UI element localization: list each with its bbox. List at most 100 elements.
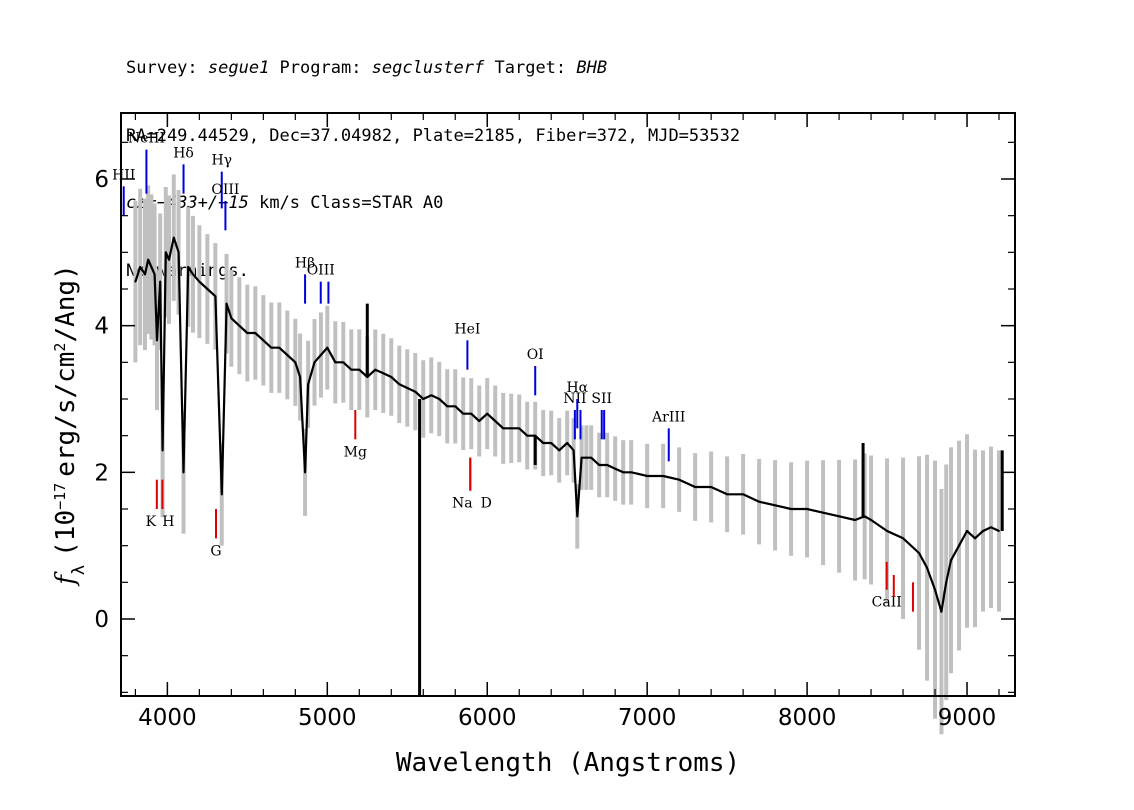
flux-point (966, 530, 968, 532)
y-tick-label: 0 (94, 607, 109, 633)
flux-point (230, 317, 233, 320)
flux-point (606, 464, 609, 466)
flux-point (630, 471, 633, 474)
flux-point (580, 456, 583, 459)
flux-point (422, 398, 425, 400)
flux-point (454, 405, 457, 408)
flux-point (374, 368, 377, 371)
flux-point (622, 471, 625, 474)
x-axis-title: Wavelength (Angstroms) (396, 748, 740, 778)
program-label: Program: (269, 58, 372, 78)
y-tick-label: 6 (94, 167, 109, 193)
flux-point (220, 493, 223, 496)
absorption-line-label: K (146, 514, 157, 530)
flux-point (806, 508, 808, 510)
flux-point (678, 478, 681, 481)
absorption-line-label: Mg (344, 444, 367, 460)
flux-point (206, 288, 209, 290)
flux-point (566, 442, 569, 444)
emission-line-label: HeI (454, 321, 480, 337)
flux-point (598, 464, 601, 466)
flux-point (182, 471, 185, 474)
header-coordinates-line: RA=249.44529, Dec=37.04982, Plate=2185, … (126, 125, 741, 146)
flux-point (662, 475, 665, 477)
flux-point (945, 581, 948, 584)
flux-point (278, 346, 281, 349)
flux-point (526, 434, 529, 437)
flux-point (192, 273, 194, 276)
absorption-line-label: CaII (872, 595, 902, 611)
flux-point (150, 266, 153, 268)
flux-point (299, 376, 302, 378)
flux-point (590, 456, 593, 459)
flux-point (307, 383, 310, 386)
flux-point (168, 258, 170, 261)
flux-point (214, 295, 217, 298)
flux-point (398, 383, 401, 386)
flux-point (934, 588, 936, 591)
flux-point (486, 412, 489, 415)
flux-point (144, 273, 146, 276)
flux-point (470, 412, 473, 415)
flux-spikes (365, 303, 1004, 696)
spectrum-header: Survey: segue1 Program: segclusterf Targ… (126, 12, 740, 305)
y-tick-label: 4 (94, 314, 109, 340)
flux-point (238, 324, 241, 327)
absorption-line-label: Na (452, 496, 473, 512)
target-value: BHB (576, 58, 608, 78)
emission-line-label: Hα (566, 380, 588, 396)
flux-point (510, 427, 513, 430)
absorption-line-label: G (210, 543, 221, 559)
flux-point (742, 493, 745, 496)
emission-line-label: ArIII (651, 409, 685, 425)
flux-point (790, 508, 793, 510)
flux-point (294, 361, 297, 364)
emission-line-label: NeIII (128, 131, 165, 147)
flux-point (950, 559, 952, 562)
flux-point (390, 376, 393, 378)
flux-point (822, 511, 824, 514)
flux-point (134, 280, 137, 283)
noise-band (133, 174, 1002, 735)
y-tick-label: 2 (94, 460, 109, 486)
flux-point (358, 368, 361, 371)
flux-point (262, 339, 265, 342)
emission-line-label: HII (112, 167, 135, 183)
flux-point (161, 449, 164, 452)
flux-point (313, 361, 316, 364)
flux-point (572, 449, 575, 452)
flux-point (430, 394, 433, 397)
flux-point (886, 530, 888, 532)
class-text: km/s Class=STAR A0 (248, 193, 444, 213)
flux-point (758, 500, 761, 503)
flux-point (576, 515, 579, 518)
flux-point (478, 420, 481, 422)
flux-point (494, 420, 497, 422)
emission-line-label: OI (527, 347, 544, 363)
flux-point (518, 427, 521, 430)
header-survey-line: Survey: segue1 Program: segclusterf Targ… (126, 57, 740, 80)
flux-point (558, 449, 561, 452)
flux-point (177, 251, 180, 254)
flux-point (774, 504, 777, 507)
survey-label: Survey: (126, 58, 208, 78)
flux-point (854, 519, 856, 521)
flux-point (334, 361, 337, 364)
flux-point (438, 398, 441, 400)
flux-point (502, 427, 505, 430)
flux-point (159, 280, 162, 283)
plot-frame (120, 112, 1016, 697)
flux-series (134, 236, 1000, 613)
flux-point (153, 273, 156, 276)
flux-line (134, 236, 1000, 613)
flux-point (225, 302, 228, 305)
flux-point (156, 339, 158, 342)
flux-point (902, 537, 904, 540)
flux-point (406, 387, 409, 389)
program-value: segclusterf (371, 58, 485, 78)
emission-line-label: Hβ (295, 255, 315, 271)
flux-point (542, 442, 545, 444)
flux-point (870, 519, 872, 521)
flux-point (998, 530, 1000, 532)
